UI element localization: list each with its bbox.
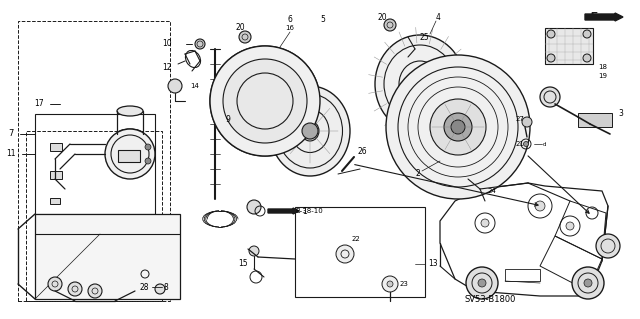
Text: B-38-10: B-38-10 xyxy=(295,208,323,214)
Bar xyxy=(26,131,162,301)
Circle shape xyxy=(68,282,82,296)
Circle shape xyxy=(145,158,151,164)
Circle shape xyxy=(145,144,151,150)
Circle shape xyxy=(540,87,560,107)
Circle shape xyxy=(210,46,320,156)
Text: 17: 17 xyxy=(35,100,44,108)
Bar xyxy=(295,207,425,297)
Circle shape xyxy=(535,201,545,211)
Circle shape xyxy=(249,246,259,256)
Text: 21: 21 xyxy=(516,141,525,147)
Circle shape xyxy=(239,31,251,43)
Text: 9: 9 xyxy=(225,115,230,123)
Circle shape xyxy=(336,245,354,263)
Text: 22: 22 xyxy=(352,236,361,242)
Circle shape xyxy=(444,113,472,141)
Text: 15: 15 xyxy=(238,259,248,269)
Circle shape xyxy=(430,99,486,155)
Text: 27: 27 xyxy=(516,116,525,122)
Text: 20: 20 xyxy=(377,12,387,21)
Text: d: d xyxy=(543,143,547,147)
Bar xyxy=(35,114,155,214)
Text: 2: 2 xyxy=(415,169,420,179)
Ellipse shape xyxy=(410,73,430,95)
Text: 23: 23 xyxy=(400,281,409,287)
Text: 19: 19 xyxy=(598,73,607,79)
Circle shape xyxy=(547,30,555,38)
Text: 14: 14 xyxy=(190,83,199,89)
Text: 7: 7 xyxy=(8,130,14,138)
Circle shape xyxy=(88,284,102,298)
Circle shape xyxy=(566,222,574,230)
Circle shape xyxy=(596,234,620,258)
Text: 6: 6 xyxy=(287,14,292,24)
Text: 12: 12 xyxy=(163,63,172,71)
Circle shape xyxy=(386,55,530,199)
Text: 11: 11 xyxy=(6,150,16,159)
Circle shape xyxy=(481,219,489,227)
Circle shape xyxy=(584,279,592,287)
Text: 13: 13 xyxy=(428,259,438,269)
Ellipse shape xyxy=(375,35,465,133)
Text: 26: 26 xyxy=(358,146,367,155)
Text: SV53-B1800: SV53-B1800 xyxy=(464,294,516,303)
FancyArrow shape xyxy=(268,208,299,214)
Circle shape xyxy=(547,54,555,62)
Text: 25: 25 xyxy=(420,33,429,41)
Text: 16: 16 xyxy=(285,25,294,31)
Text: 28: 28 xyxy=(140,283,150,292)
Ellipse shape xyxy=(301,121,319,141)
Bar xyxy=(50,198,60,204)
Bar xyxy=(505,269,540,281)
Circle shape xyxy=(583,30,591,38)
Circle shape xyxy=(48,277,62,291)
Text: 24: 24 xyxy=(488,188,497,194)
Circle shape xyxy=(247,200,261,214)
Circle shape xyxy=(583,54,591,62)
Bar xyxy=(545,28,593,64)
Circle shape xyxy=(572,267,604,299)
Circle shape xyxy=(302,123,318,139)
Circle shape xyxy=(522,117,532,127)
Text: 18: 18 xyxy=(598,64,607,70)
Circle shape xyxy=(412,76,428,92)
Bar xyxy=(118,150,140,162)
Ellipse shape xyxy=(117,129,143,139)
Text: 4: 4 xyxy=(436,12,441,21)
Circle shape xyxy=(382,276,398,292)
Bar xyxy=(18,21,170,301)
Text: 5: 5 xyxy=(320,14,325,24)
Circle shape xyxy=(478,279,486,287)
Text: Fr.: Fr. xyxy=(590,12,605,22)
Text: 20: 20 xyxy=(235,23,245,32)
Circle shape xyxy=(384,19,396,31)
Circle shape xyxy=(466,267,498,299)
Ellipse shape xyxy=(105,129,155,179)
Circle shape xyxy=(155,284,165,294)
Bar xyxy=(578,113,612,127)
Bar xyxy=(280,111,330,161)
FancyArrow shape xyxy=(585,13,623,21)
Bar xyxy=(50,171,62,179)
Circle shape xyxy=(524,142,529,146)
Text: 1: 1 xyxy=(302,206,307,216)
Ellipse shape xyxy=(270,86,350,176)
Circle shape xyxy=(451,120,465,134)
Circle shape xyxy=(223,59,307,143)
Circle shape xyxy=(195,39,205,49)
Text: 8: 8 xyxy=(164,283,169,292)
Circle shape xyxy=(168,79,182,93)
Ellipse shape xyxy=(117,106,143,116)
Circle shape xyxy=(387,281,393,287)
Text: 10: 10 xyxy=(163,40,172,48)
Text: 3: 3 xyxy=(618,109,623,118)
Bar xyxy=(50,143,62,151)
Bar xyxy=(35,214,180,299)
